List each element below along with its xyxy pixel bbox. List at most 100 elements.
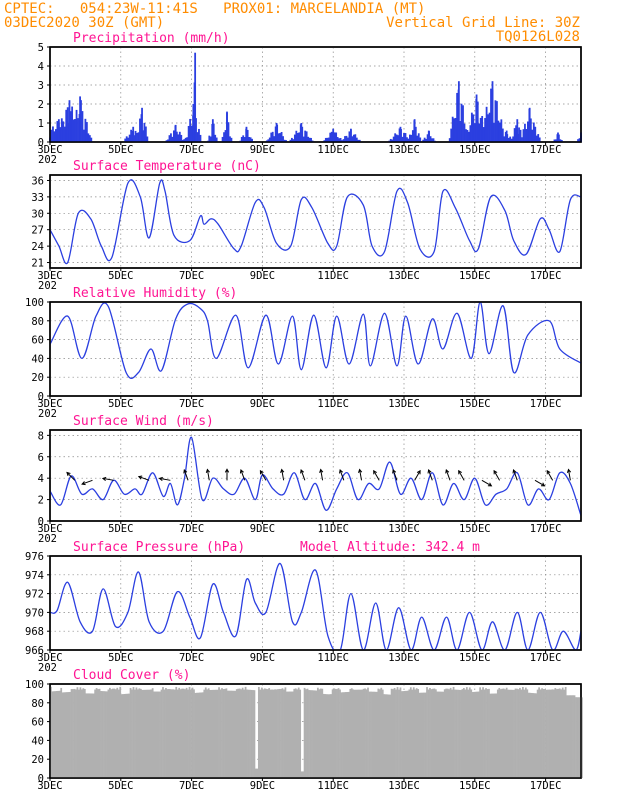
cloud-bar: [408, 689, 411, 778]
precip-bar: [338, 138, 340, 142]
cloud-bar: [393, 687, 396, 778]
cloud-bar: [368, 691, 371, 778]
precip-bar: [518, 127, 520, 142]
precip-bar: [431, 138, 433, 142]
cloud-bar: [328, 694, 331, 778]
cloud-ytick-label: 100: [25, 679, 44, 691]
cloud-bar: [573, 695, 576, 778]
precip-bar: [285, 140, 287, 142]
precip-bar: [209, 136, 212, 142]
cloud-bar: [275, 689, 278, 778]
precip-bar: [355, 137, 358, 142]
precip-bar: [472, 114, 475, 142]
cloud-bar: [445, 688, 448, 778]
precip-bar: [513, 128, 516, 142]
pres-xtick-label: 9DEC: [250, 652, 275, 664]
precip-bar: [304, 130, 307, 142]
cloud-bar: [116, 687, 119, 778]
cloud-bar: [555, 689, 558, 778]
precip-bar: [522, 129, 525, 142]
precip-bar: [525, 129, 528, 142]
cloud-bar: [122, 694, 125, 778]
cloud-bar: [212, 689, 215, 778]
precip-bar: [463, 123, 466, 142]
cloud-bar: [218, 687, 220, 778]
rh-ytick-label: 20: [31, 372, 44, 384]
cloud-bar: [263, 688, 266, 778]
cloud-bar: [482, 687, 484, 778]
wind-ytick-label: 8: [38, 430, 44, 442]
precip-bar: [500, 119, 503, 142]
pres-xtick-label: 5DEC: [108, 652, 133, 664]
cloud-bar: [201, 692, 204, 778]
cloud-bar: [52, 691, 55, 778]
cloud-bar: [396, 687, 399, 778]
wind-arrow: [481, 479, 493, 487]
precip-bar: [83, 129, 85, 142]
precip-bar: [559, 139, 562, 142]
precip-bar: [291, 137, 293, 142]
precip-bar: [352, 134, 355, 142]
precip-bar: [196, 132, 199, 142]
cloud-bar: [203, 689, 206, 778]
precip-bar: [130, 129, 133, 142]
precip-bar: [308, 137, 311, 142]
precip-bar: [295, 130, 298, 142]
cloud-bar: [284, 687, 287, 778]
cloud-bar: [535, 693, 538, 778]
cloud-bar: [485, 688, 487, 778]
wind-arrow: [300, 469, 306, 481]
cloud-xtick-label: 15DEC: [459, 780, 491, 792]
cloud-bar: [257, 686, 260, 778]
precip-bar: [491, 81, 494, 142]
cloud-bar: [550, 689, 552, 778]
cloud-bar: [101, 691, 104, 778]
cloud-bar: [392, 689, 394, 778]
precip-bar: [310, 137, 312, 142]
cloud-bar: [381, 689, 384, 778]
cloud-bar: [371, 691, 374, 778]
precip-bar: [490, 88, 492, 142]
precip-bar: [170, 133, 172, 142]
precip-bar: [221, 136, 224, 142]
precip-bar: [497, 120, 500, 142]
cloud-bar: [134, 689, 136, 778]
cloud-bar: [373, 691, 375, 778]
cloud-bar: [312, 690, 315, 778]
wind-arrow: [81, 479, 93, 486]
cloud-bar: [560, 689, 563, 778]
temp-xtick-label: 9DEC: [250, 270, 275, 282]
cloud-bar: [558, 688, 561, 778]
cloud-bar: [206, 689, 209, 778]
precip-bar: [409, 134, 411, 142]
temp-ytick-label: 36: [31, 175, 44, 187]
temp-panel: 21 24 27 30 33 36 3DEC 5DEC 7DEC 9DEC 11DEC 13DEC 15…: [31, 159, 582, 292]
cloud-bar: [237, 688, 240, 778]
cloud-bar: [75, 689, 77, 778]
cloud-bar: [345, 692, 347, 778]
cloud-bar: [489, 693, 492, 778]
cloud-bar: [64, 692, 67, 778]
cloud-bar: [91, 693, 94, 778]
wind-title: Surface Wind (m/s): [73, 414, 214, 429]
cloud-bar: [572, 695, 574, 778]
precip-ytick-label: 4: [38, 61, 44, 73]
precip-bar: [165, 140, 168, 142]
header-location: CPTEC: 054:23W-11:41S PROX01: MARCELANDI…: [4, 1, 425, 17]
precip-bar: [503, 136, 506, 142]
precip-bar: [560, 140, 563, 142]
wind-panel: 0 2 4 6 8 3DEC 5DEC 7DEC 9DEC 11DEC 13DEC 15DEC 17DE…: [37, 414, 582, 545]
precip-bar: [429, 136, 432, 142]
precip-bar: [457, 81, 460, 142]
precip-ytick-label: 3: [38, 80, 44, 92]
pres-ytick-label: 968: [25, 626, 44, 638]
cloud-bar: [296, 689, 299, 778]
cloud-bar: [109, 687, 111, 778]
precip-bar: [224, 130, 227, 142]
cloud-bar: [169, 689, 172, 778]
cloud-bar: [526, 689, 529, 778]
cloud-bar: [277, 689, 279, 778]
cloud-bar: [541, 688, 543, 778]
cloud-bar: [395, 689, 397, 778]
cloud-bar: [181, 688, 184, 778]
